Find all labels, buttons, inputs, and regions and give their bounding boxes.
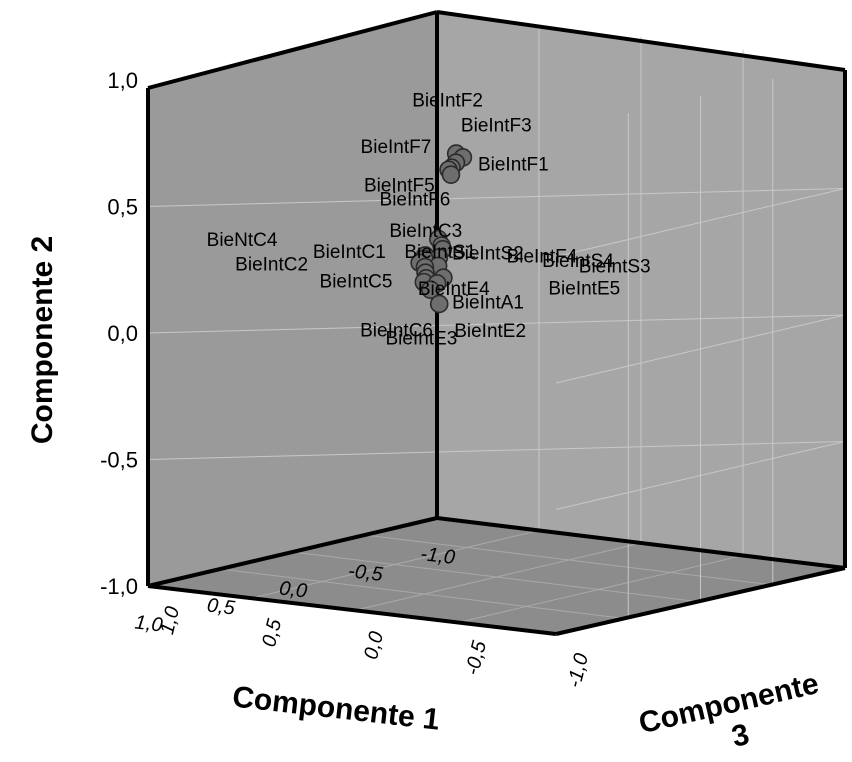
data-point (421, 280, 440, 300)
y-tick-label: -1,0 (100, 574, 138, 599)
y-tick-label: 0,0 (107, 321, 138, 346)
frame-edge-top-left (147, 10, 438, 90)
point-label: BieIntF3 (461, 115, 532, 136)
z-tick-label: 0,5 (258, 616, 286, 649)
point-label: BieNtC4 (207, 230, 278, 251)
data-point (441, 165, 461, 184)
point-label: BieIntC6 (360, 320, 433, 341)
grid-line-y (147, 441, 846, 460)
x-tick-label: 0,0 (278, 578, 308, 603)
z-axis-title: Componente 3 (636, 665, 838, 762)
point-label: BieIntE5 (548, 279, 620, 300)
point-label: BieIntE4 (418, 279, 490, 300)
point-label: BieIntF1 (478, 155, 549, 176)
x-tick-label: -1,0 (419, 543, 456, 569)
frame-edge-front-z (555, 566, 846, 636)
y-axis-ticks: -1,0 -0,5 0,0 0,5 1,0 (100, 68, 138, 599)
x-axis-title: Componente 1 (231, 680, 442, 736)
point-label: BieIntE3 (385, 329, 457, 350)
z-tick-label: 0,0 (360, 629, 388, 661)
point-label: BieIntS1 (404, 242, 476, 263)
x-axis-title-number: 1 (421, 702, 441, 737)
point-label: BieIntF7 (361, 137, 432, 158)
point-label: BieIntC2 (235, 254, 308, 275)
point-label: BieIntF6 (380, 190, 451, 211)
point-label: BieIntC5 (320, 272, 393, 293)
point-label: BieIntS2 (452, 243, 524, 264)
z-tick-label: 1,0 (156, 604, 184, 636)
x-tick-label: 1,0 (134, 612, 164, 637)
x-axis-title-word: Componente (231, 680, 417, 734)
floor-grid-x (220, 568, 629, 620)
y-tick-label: 0,5 (107, 195, 138, 220)
point-label: BieIntA1 (452, 292, 524, 313)
x-axis-ticks: -1,0 -0,5 0,0 0,5 1,0 (134, 543, 456, 636)
y-axis-title: Componente 2 (26, 236, 59, 444)
x-tick-label: 0,5 (206, 595, 237, 620)
frame-edge-back-left (147, 516, 438, 588)
frame-edge-front-x (147, 584, 557, 636)
frame-edge-top-right (436, 10, 846, 72)
grid-line-y (147, 188, 846, 207)
point-label: BieIntF5 (364, 176, 435, 197)
point-label: BieIntS4 (542, 251, 614, 272)
z-tick-label: -1,0 (563, 651, 593, 690)
point-label: BieIntC3 (389, 221, 462, 242)
point-label: BieIntF4 (507, 247, 578, 268)
y-tick-label: -0,5 (100, 448, 138, 473)
data-point (429, 294, 449, 314)
floor-grid-z (351, 542, 642, 612)
floor-grid-z (249, 530, 540, 599)
data-points (410, 144, 473, 314)
point-label: BieIntS3 (579, 256, 651, 277)
point-label: BieIntE2 (454, 321, 526, 342)
grid-lines (147, 24, 846, 624)
y-tick-label: 1,0 (107, 68, 138, 93)
frame-edge-back-right (436, 516, 846, 570)
point-label: BieIntC1 (313, 242, 386, 263)
x-tick-label: -0,5 (347, 560, 385, 586)
back-wall-left (148, 12, 437, 586)
point-label: BieIntF2 (412, 91, 483, 112)
z-tick-label: -0,5 (461, 638, 491, 678)
point-labels: BieIntF2 BieIntF3 BieIntF1 BieIntF7 BieIntF5… (207, 91, 651, 350)
z-axis-title-word: Componente (636, 667, 822, 740)
grid-line-y (147, 314, 846, 334)
z-axis-title-number: 3 (729, 718, 753, 754)
